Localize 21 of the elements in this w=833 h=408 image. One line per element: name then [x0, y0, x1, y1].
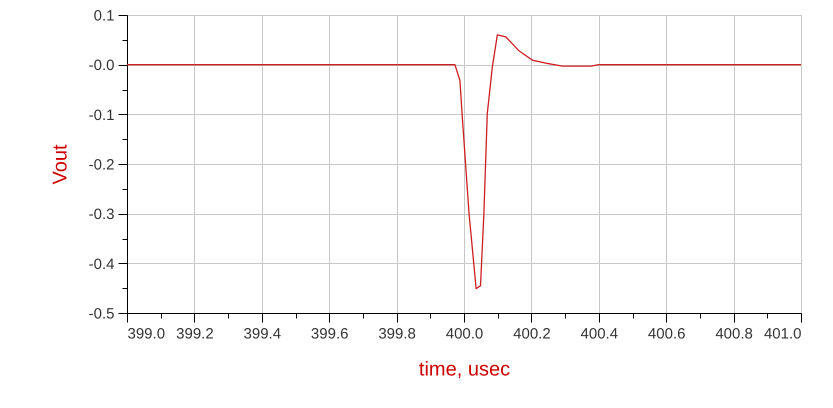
- y-tick-label: -0.5: [88, 306, 114, 322]
- x-tick-label: 400.8: [715, 326, 753, 342]
- x-tick-label: 400.6: [648, 326, 686, 342]
- x-tick-label: 400.2: [513, 326, 551, 342]
- x-tick-label: 399.0: [128, 326, 166, 342]
- y-tick-label: -0.2: [88, 156, 114, 174]
- y-tick-label: -0.1: [88, 106, 114, 124]
- y-axis-title: Vout: [50, 144, 72, 185]
- x-tick-label: 399.4: [244, 326, 282, 342]
- y-tick-label: -0.0: [88, 57, 114, 74]
- line-series: [126, 34, 802, 290]
- y-tick-label: -0.4: [88, 256, 114, 273]
- x-tick-label: 399.8: [378, 326, 416, 342]
- x-tick-label: 399.2: [176, 326, 214, 342]
- y-tick-label: 0.1: [94, 8, 114, 24]
- x-tick-label: 399.6: [310, 326, 348, 342]
- x-tick-label: 400.0: [446, 326, 484, 342]
- x-tick-label: 401.0: [764, 326, 802, 342]
- y-tick-label: -0.3: [88, 206, 114, 224]
- x-axis-title: time, usec: [418, 358, 510, 380]
- x-tick-label: 400.4: [580, 326, 618, 342]
